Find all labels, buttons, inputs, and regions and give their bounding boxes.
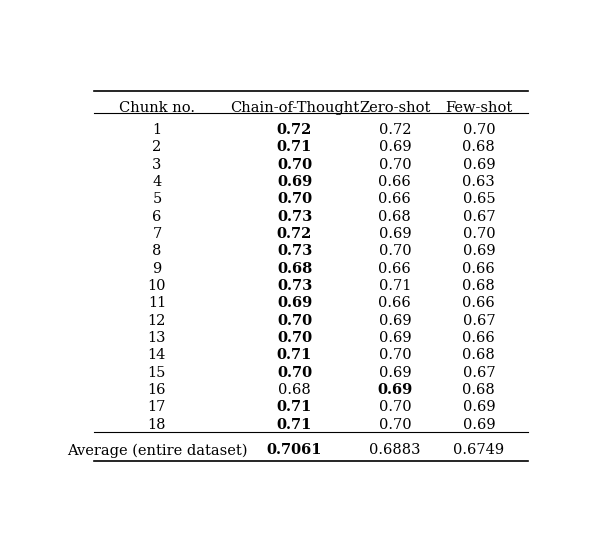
Text: 0.70: 0.70 bbox=[277, 331, 312, 345]
Text: 0.69: 0.69 bbox=[277, 175, 312, 189]
Text: 0.71: 0.71 bbox=[277, 400, 312, 414]
Text: 0.65: 0.65 bbox=[462, 192, 495, 206]
Text: 0.73: 0.73 bbox=[277, 210, 312, 224]
Text: 0.69: 0.69 bbox=[379, 140, 411, 154]
Text: Average (entire dataset): Average (entire dataset) bbox=[67, 443, 247, 458]
Text: 0.68: 0.68 bbox=[379, 210, 411, 224]
Text: 0.71: 0.71 bbox=[277, 418, 312, 431]
Text: 0.68: 0.68 bbox=[462, 383, 495, 397]
Text: 0.66: 0.66 bbox=[462, 331, 495, 345]
Text: 1: 1 bbox=[152, 123, 161, 137]
Text: 0.70: 0.70 bbox=[379, 348, 411, 362]
Text: Zero-shot: Zero-shot bbox=[359, 101, 430, 115]
Text: 4: 4 bbox=[152, 175, 161, 189]
Text: 12: 12 bbox=[147, 314, 166, 327]
Text: 0.69: 0.69 bbox=[462, 400, 495, 414]
Text: 0.69: 0.69 bbox=[379, 331, 411, 345]
Text: 0.6749: 0.6749 bbox=[453, 443, 504, 457]
Text: 0.68: 0.68 bbox=[278, 383, 311, 397]
Text: 0.69: 0.69 bbox=[462, 158, 495, 172]
Text: 15: 15 bbox=[147, 366, 166, 379]
Text: 0.67: 0.67 bbox=[462, 210, 495, 224]
Text: 0.69: 0.69 bbox=[379, 227, 411, 241]
Text: 0.72: 0.72 bbox=[277, 123, 312, 137]
Text: 0.72: 0.72 bbox=[379, 123, 411, 137]
Text: 2: 2 bbox=[152, 140, 161, 154]
Text: 3: 3 bbox=[152, 158, 161, 172]
Text: 0.68: 0.68 bbox=[277, 262, 312, 276]
Text: Chunk no.: Chunk no. bbox=[119, 101, 195, 115]
Text: 0.67: 0.67 bbox=[462, 366, 495, 379]
Text: 16: 16 bbox=[147, 383, 166, 397]
Text: 0.68: 0.68 bbox=[462, 279, 495, 293]
Text: 14: 14 bbox=[147, 348, 166, 362]
Text: 0.69: 0.69 bbox=[377, 383, 412, 397]
Text: 10: 10 bbox=[147, 279, 166, 293]
Text: 0.73: 0.73 bbox=[277, 244, 312, 258]
Text: 0.70: 0.70 bbox=[462, 227, 495, 241]
Text: 0.68: 0.68 bbox=[462, 140, 495, 154]
Text: 11: 11 bbox=[147, 296, 166, 310]
Text: 0.70: 0.70 bbox=[462, 123, 495, 137]
Text: 0.70: 0.70 bbox=[379, 244, 411, 258]
Text: 0.68: 0.68 bbox=[462, 348, 495, 362]
Text: 5: 5 bbox=[152, 192, 161, 206]
Text: 0.67: 0.67 bbox=[462, 314, 495, 327]
Text: 0.70: 0.70 bbox=[277, 366, 312, 379]
Text: 0.66: 0.66 bbox=[462, 296, 495, 310]
Text: 0.70: 0.70 bbox=[277, 158, 312, 172]
Text: 0.66: 0.66 bbox=[462, 262, 495, 276]
Text: 0.66: 0.66 bbox=[379, 192, 411, 206]
Text: 0.70: 0.70 bbox=[277, 192, 312, 206]
Text: 0.69: 0.69 bbox=[462, 244, 495, 258]
Text: 0.69: 0.69 bbox=[462, 418, 495, 431]
Text: 0.71: 0.71 bbox=[379, 279, 411, 293]
Text: 0.70: 0.70 bbox=[277, 314, 312, 327]
Text: 17: 17 bbox=[147, 400, 166, 414]
Text: 8: 8 bbox=[152, 244, 161, 258]
Text: 0.69: 0.69 bbox=[379, 314, 411, 327]
Text: 0.63: 0.63 bbox=[462, 175, 495, 189]
Text: 18: 18 bbox=[147, 418, 166, 431]
Text: 0.72: 0.72 bbox=[277, 227, 312, 241]
Text: 6: 6 bbox=[152, 210, 161, 224]
Text: 0.66: 0.66 bbox=[379, 296, 411, 310]
Text: 0.6883: 0.6883 bbox=[369, 443, 421, 457]
Text: 0.66: 0.66 bbox=[379, 262, 411, 276]
Text: 0.7061: 0.7061 bbox=[267, 443, 322, 457]
Text: 0.69: 0.69 bbox=[379, 366, 411, 379]
Text: 0.66: 0.66 bbox=[379, 175, 411, 189]
Text: 0.70: 0.70 bbox=[379, 418, 411, 431]
Text: 9: 9 bbox=[152, 262, 161, 276]
Text: 0.71: 0.71 bbox=[277, 348, 312, 362]
Text: Few-shot: Few-shot bbox=[445, 101, 512, 115]
Text: 0.70: 0.70 bbox=[379, 158, 411, 172]
Text: 13: 13 bbox=[147, 331, 166, 345]
Text: 0.73: 0.73 bbox=[277, 279, 312, 293]
Text: 0.69: 0.69 bbox=[277, 296, 312, 310]
Text: 7: 7 bbox=[152, 227, 161, 241]
Text: 0.70: 0.70 bbox=[379, 400, 411, 414]
Text: 0.71: 0.71 bbox=[277, 140, 312, 154]
Text: Chain-of-Thought: Chain-of-Thought bbox=[230, 101, 359, 115]
